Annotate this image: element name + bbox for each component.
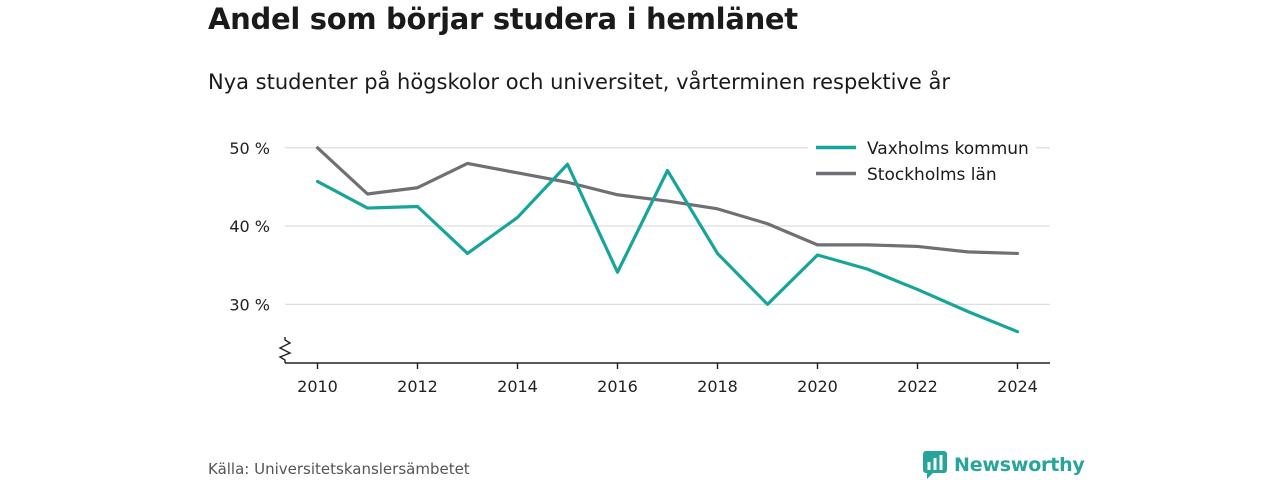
x-tick-label: 2024 [997, 377, 1038, 396]
x-tick-label: 2022 [897, 377, 938, 396]
series-line-stockholms-län [315, 146, 1020, 256]
legend-label: Stockholms län [867, 165, 997, 185]
y-tick-label: 50 % [229, 139, 270, 158]
x-tick-label: 2020 [797, 377, 838, 396]
y-tick-label: 40 % [229, 217, 270, 236]
x-tick-label: 2010 [297, 377, 338, 396]
brand: Newsworthy [922, 450, 1085, 480]
legend-label: Vaxholms kommun [867, 139, 1029, 159]
series-line-vaxholms-kommun [315, 162, 1020, 334]
chart-subtitle: Nya studenter på högskolor och universit… [208, 70, 950, 94]
x-tick-label: 2012 [397, 377, 438, 396]
brand-name: Newsworthy [954, 454, 1085, 476]
x-tick-label: 2014 [497, 377, 538, 396]
line-chart: 30 % 40 % 50 % 2010 2012 2014 2016 2018 2020 2022… [229, 138, 1050, 396]
newsworthy-logo-icon [923, 451, 947, 479]
x-tick-label: 2016 [597, 377, 638, 396]
axis-break-icon [278, 337, 292, 363]
source-note: Källa: Universitetskanslersämbetet [208, 460, 470, 478]
y-tick-label: 30 % [229, 295, 270, 314]
chart-title: Andel som börjar studera i hemlänet [208, 2, 798, 36]
x-tick-label: 2018 [697, 377, 738, 396]
